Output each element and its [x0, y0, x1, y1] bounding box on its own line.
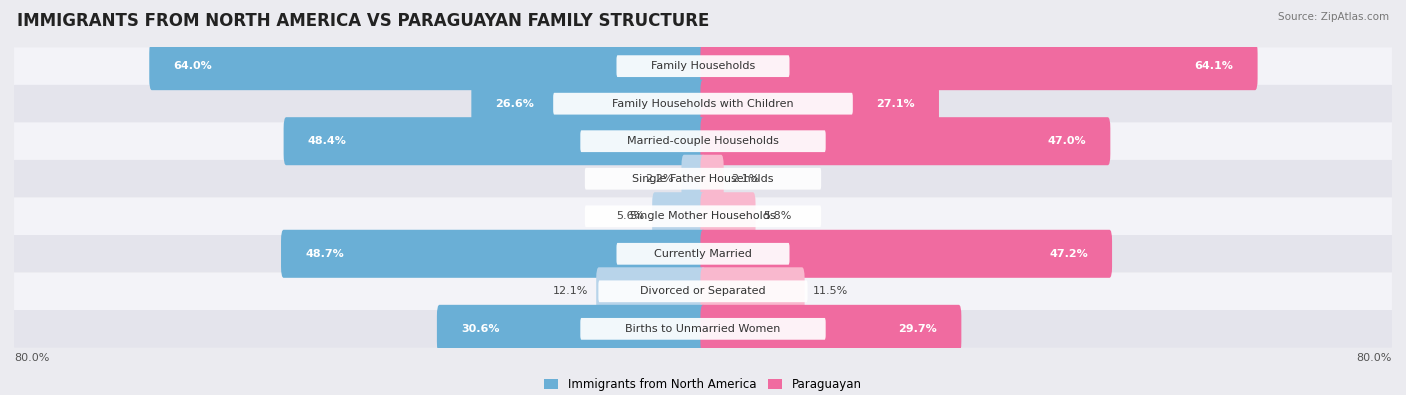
FancyBboxPatch shape	[14, 235, 1392, 273]
FancyBboxPatch shape	[596, 267, 706, 315]
FancyBboxPatch shape	[14, 122, 1392, 160]
FancyBboxPatch shape	[14, 85, 1392, 122]
FancyBboxPatch shape	[700, 80, 939, 128]
Text: Family Households: Family Households	[651, 61, 755, 71]
FancyBboxPatch shape	[700, 155, 724, 203]
Text: 48.7%: 48.7%	[305, 249, 344, 259]
Text: Family Households with Children: Family Households with Children	[612, 99, 794, 109]
FancyBboxPatch shape	[284, 117, 706, 165]
FancyBboxPatch shape	[471, 80, 706, 128]
FancyBboxPatch shape	[700, 117, 1111, 165]
Text: 26.6%: 26.6%	[495, 99, 534, 109]
FancyBboxPatch shape	[14, 198, 1392, 235]
FancyBboxPatch shape	[14, 310, 1392, 348]
Text: 12.1%: 12.1%	[553, 286, 589, 296]
Text: 80.0%: 80.0%	[1357, 353, 1392, 363]
FancyBboxPatch shape	[700, 267, 804, 315]
Text: 5.6%: 5.6%	[616, 211, 644, 221]
Text: Births to Unmarried Women: Births to Unmarried Women	[626, 324, 780, 334]
Text: 47.0%: 47.0%	[1047, 136, 1087, 146]
Text: 64.0%: 64.0%	[173, 61, 212, 71]
FancyBboxPatch shape	[149, 42, 706, 90]
FancyBboxPatch shape	[553, 93, 853, 115]
FancyBboxPatch shape	[700, 192, 755, 240]
FancyBboxPatch shape	[682, 155, 706, 203]
FancyBboxPatch shape	[700, 42, 1257, 90]
FancyBboxPatch shape	[700, 305, 962, 353]
Text: 48.4%: 48.4%	[308, 136, 347, 146]
Text: Married-couple Households: Married-couple Households	[627, 136, 779, 146]
Text: IMMIGRANTS FROM NORTH AMERICA VS PARAGUAYAN FAMILY STRUCTURE: IMMIGRANTS FROM NORTH AMERICA VS PARAGUA…	[17, 12, 709, 30]
FancyBboxPatch shape	[14, 160, 1392, 198]
Text: 80.0%: 80.0%	[14, 353, 49, 363]
FancyBboxPatch shape	[652, 192, 706, 240]
Text: 47.2%: 47.2%	[1049, 249, 1088, 259]
FancyBboxPatch shape	[599, 280, 807, 302]
Text: Source: ZipAtlas.com: Source: ZipAtlas.com	[1278, 12, 1389, 22]
Text: 64.1%: 64.1%	[1195, 61, 1233, 71]
FancyBboxPatch shape	[585, 168, 821, 190]
FancyBboxPatch shape	[581, 130, 825, 152]
FancyBboxPatch shape	[14, 47, 1392, 85]
FancyBboxPatch shape	[616, 243, 790, 265]
Legend: Immigrants from North America, Paraguayan: Immigrants from North America, Paraguaya…	[540, 373, 866, 395]
FancyBboxPatch shape	[14, 273, 1392, 310]
Text: 11.5%: 11.5%	[813, 286, 848, 296]
Text: Single Mother Households: Single Mother Households	[630, 211, 776, 221]
Text: 5.8%: 5.8%	[763, 211, 792, 221]
Text: 29.7%: 29.7%	[898, 324, 938, 334]
Text: 2.1%: 2.1%	[731, 174, 759, 184]
FancyBboxPatch shape	[616, 55, 790, 77]
Text: 30.6%: 30.6%	[461, 324, 499, 334]
FancyBboxPatch shape	[700, 230, 1112, 278]
Text: Currently Married: Currently Married	[654, 249, 752, 259]
Text: Single Father Households: Single Father Households	[633, 174, 773, 184]
FancyBboxPatch shape	[281, 230, 706, 278]
Text: 2.2%: 2.2%	[645, 174, 673, 184]
FancyBboxPatch shape	[437, 305, 706, 353]
Text: Divorced or Separated: Divorced or Separated	[640, 286, 766, 296]
Text: 27.1%: 27.1%	[876, 99, 915, 109]
FancyBboxPatch shape	[581, 318, 825, 340]
FancyBboxPatch shape	[585, 205, 821, 227]
